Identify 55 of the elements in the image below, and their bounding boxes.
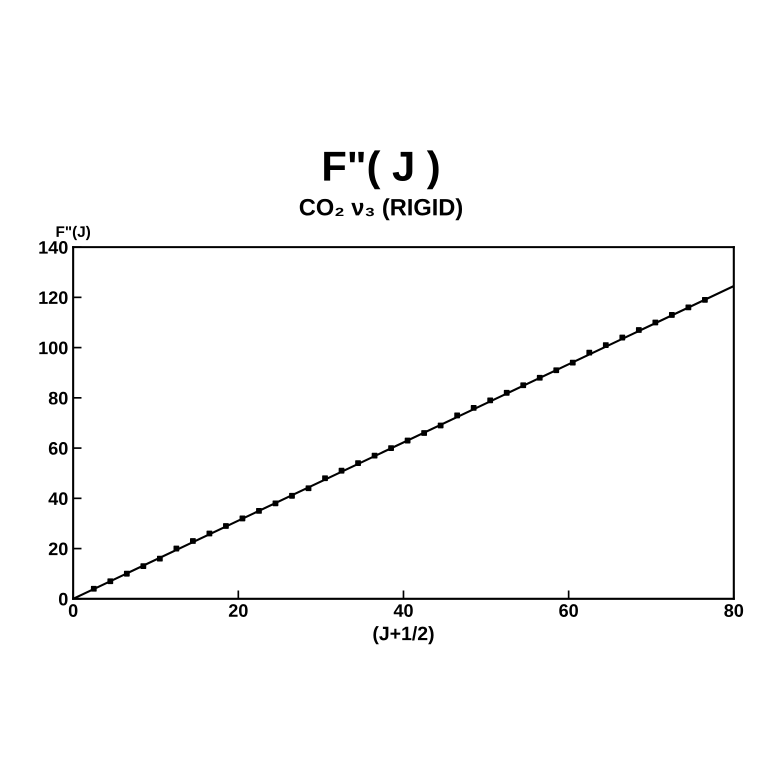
point [140,563,146,570]
point [636,327,642,333]
chart-title: F"( J ) [324,150,439,190]
x-tick-label: 0 [68,604,78,617]
point [619,334,626,340]
point [223,523,229,529]
x-axis-title: (J+1/2) [373,626,434,644]
chart-subtitle: CO₂ ν₃ (RIGID) [300,198,462,220]
point [504,390,510,396]
point [306,485,312,492]
point [372,452,378,459]
point [206,530,212,536]
point [388,445,394,451]
point [668,312,675,318]
point [404,438,410,444]
y-tick-label: 80 [48,392,68,405]
point [602,342,609,348]
x-tick-label: 60 [559,604,578,617]
point [190,538,196,544]
point [553,367,560,374]
point [272,500,278,506]
point [338,468,344,474]
point [487,397,494,404]
y-tick-label: 120 [39,291,68,304]
point [652,320,658,326]
x-tick-label: 40 [394,604,413,617]
point [421,430,428,436]
y-tick-label: 140 [39,241,68,254]
point [702,296,708,303]
point [256,508,262,514]
point [470,405,477,411]
point [322,475,328,482]
y-tick-label: 0 [58,592,68,606]
point [536,374,543,381]
y-axis-title: F"(J) [56,226,90,240]
point [173,546,180,552]
point [289,492,295,499]
point [586,350,592,356]
point [107,578,114,584]
x-tick-label: 20 [228,604,248,617]
point [355,460,361,466]
point [454,412,460,418]
y-tick-label: 40 [48,492,68,506]
point [124,570,130,577]
point [520,382,526,388]
point [438,422,444,428]
point [90,586,97,592]
point [240,516,246,522]
point [685,304,692,310]
point [570,360,576,366]
y-tick-label: 20 [48,542,68,556]
point [156,556,163,562]
y-tick-label: 60 [48,442,68,455]
y-tick-label: 100 [39,342,68,354]
x-tick-label: 80 [724,604,744,617]
